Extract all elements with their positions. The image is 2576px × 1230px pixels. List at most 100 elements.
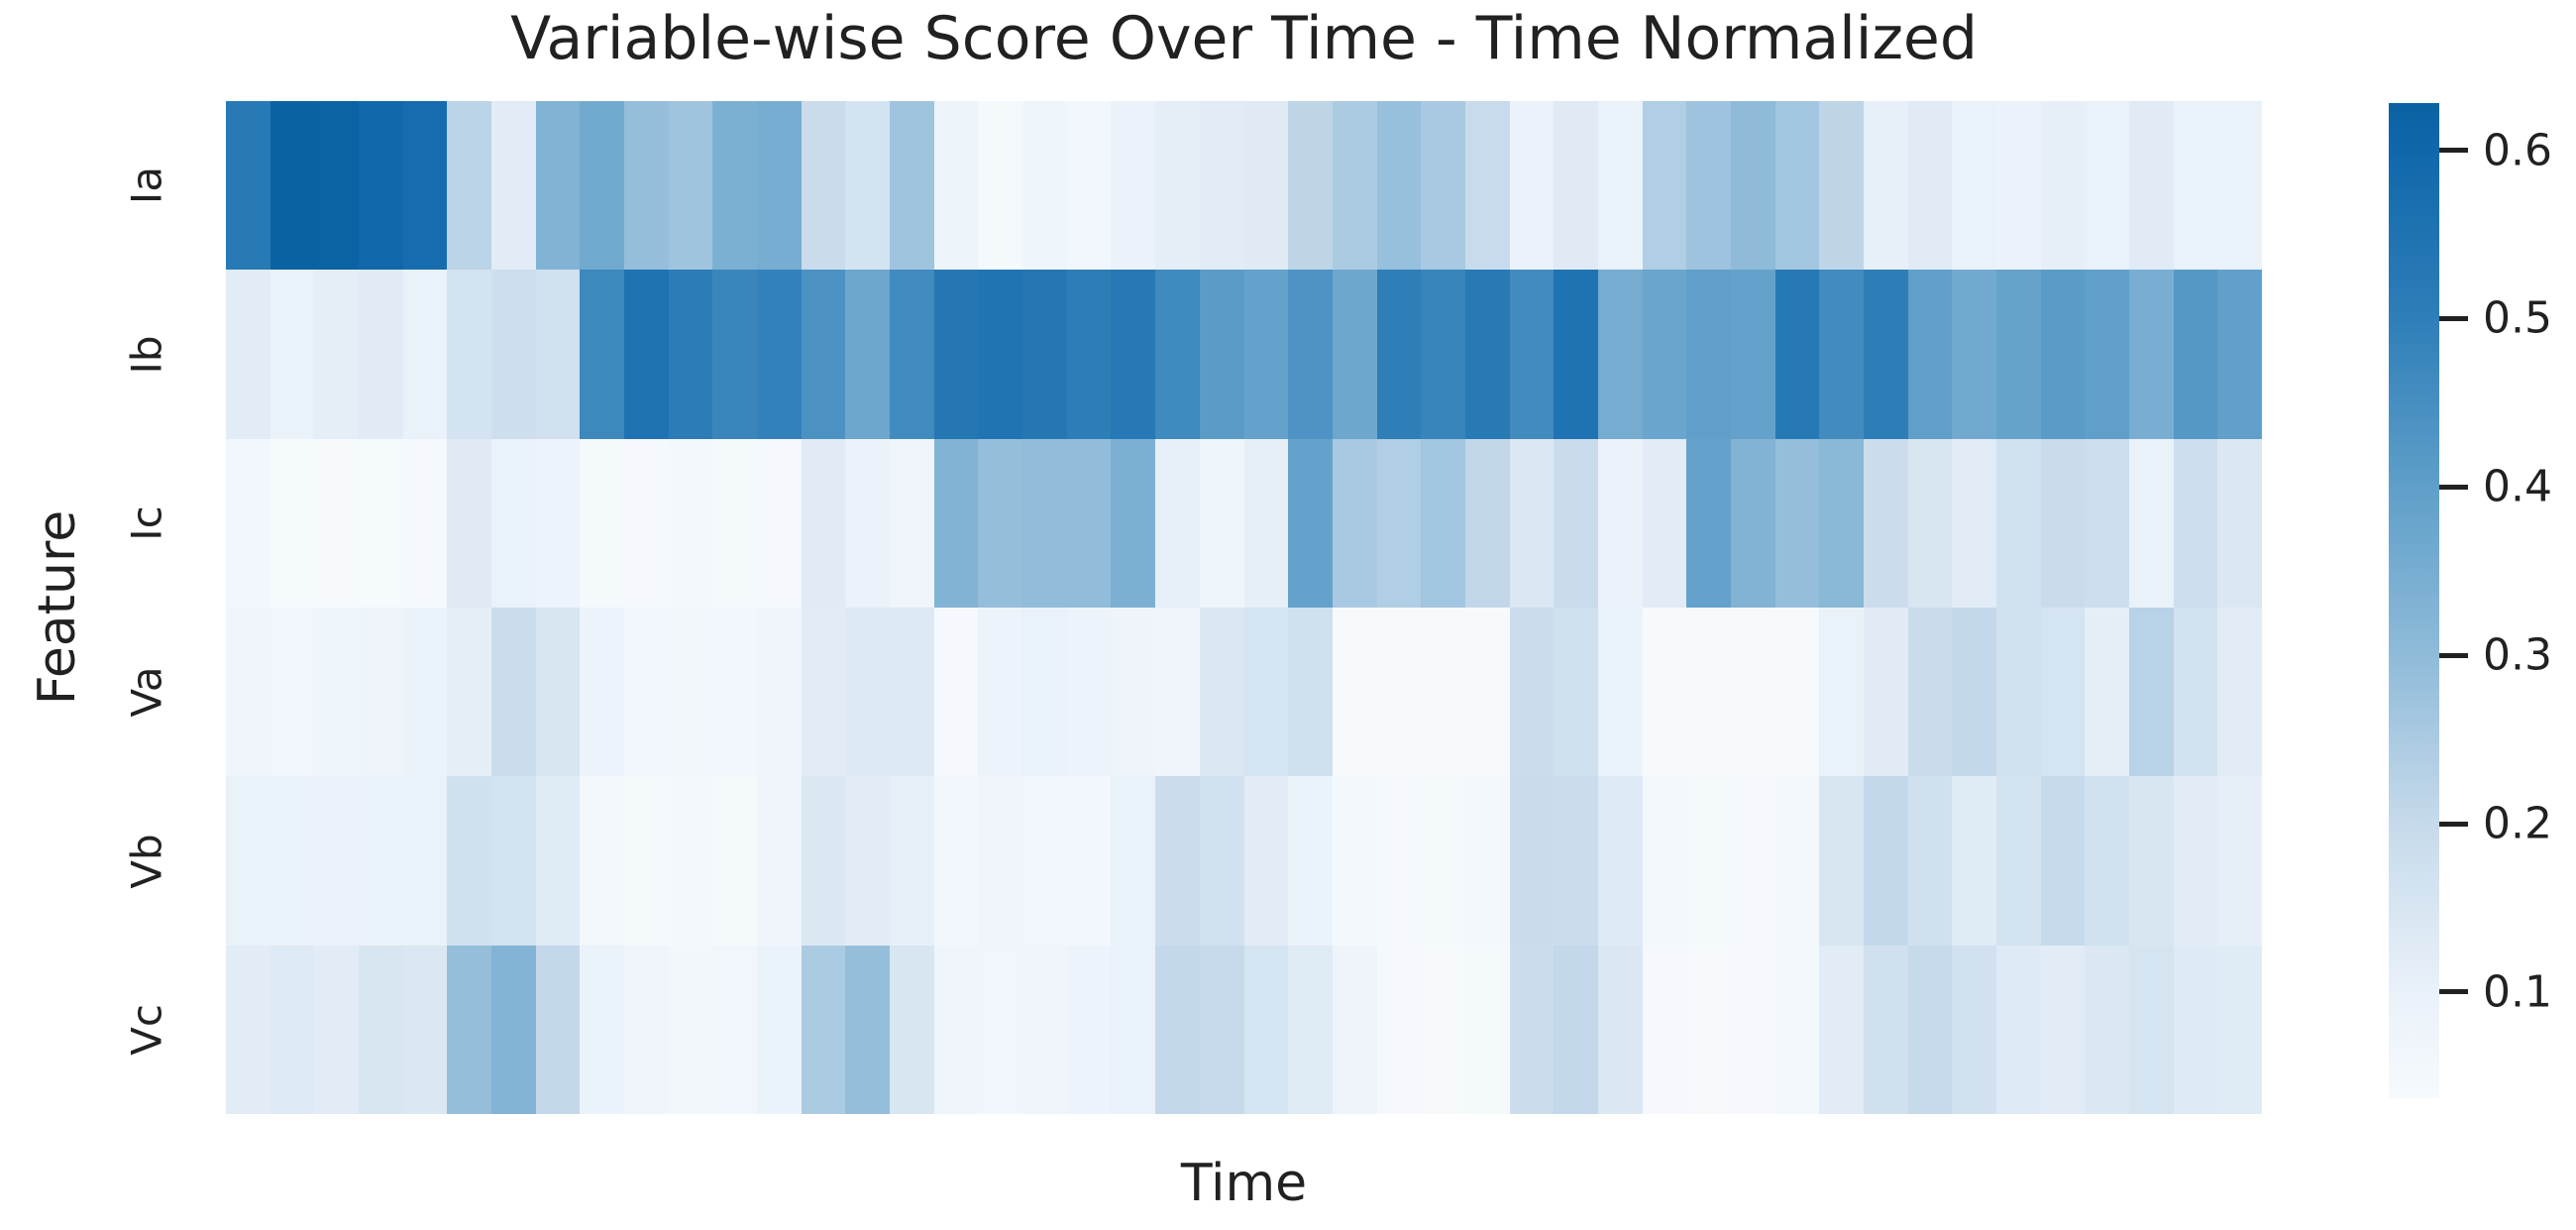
heatmap-cell [1288,101,1333,270]
heatmap-cell [1067,608,1111,776]
heatmap-cell [712,608,757,776]
heatmap-cell [1510,776,1554,946]
heatmap-cell [1244,270,1288,439]
heatmap-cell [2174,439,2217,608]
heatmap-cell [1686,608,1731,776]
heatmap-cell [845,776,890,946]
heatmap-cell [2085,608,2129,776]
heatmap-cell [1377,101,1421,270]
heatmap-cell [845,946,890,1114]
heatmap-cell [491,101,536,270]
heatmap-cell [1465,776,1510,946]
heatmap-cell [2217,946,2262,1114]
heatmap-cell [802,439,845,608]
heatmap-cell [890,776,934,946]
heatmap-cell [2217,439,2262,608]
heatmap-cell [314,439,359,608]
heatmap-cell [712,101,757,270]
heatmap-cell [536,608,580,776]
heatmap-cell [1244,946,1288,1114]
heatmap-cell [712,439,757,608]
heatmap-cell [1996,439,2041,608]
heatmap-cell [1952,439,1996,608]
heatmap-cell [2217,270,2262,439]
heatmap-cell [890,439,934,608]
heatmap-cell [447,776,491,946]
heatmap-cell [1377,439,1421,608]
heatmap-cell [1731,946,1775,1114]
heatmap-cell [1200,946,1244,1114]
heatmap-cell [1731,439,1775,608]
heatmap-cell [624,101,669,270]
heatmap-cell [1643,270,1686,439]
heatmap-cell [1333,270,1377,439]
heatmap-cell [1421,776,1465,946]
heatmap-cell [1686,439,1731,608]
heatmap-cell [1111,608,1155,776]
heatmap-cell [2129,439,2174,608]
heatmap-cell [359,608,403,776]
heatmap-cell [1864,270,1908,439]
heatmap-cell [1996,776,2041,946]
colorbar-tick-mark [2439,821,2468,827]
heatmap-cell [580,776,624,946]
colorbar-tick-mark [2439,148,2468,154]
heatmap-cell [226,946,270,1114]
heatmap-cell [1377,946,1421,1114]
colorbar-tick-label: 0.3 [2483,629,2552,681]
heatmap-cell [1155,439,1200,608]
heatmap-cell [1686,270,1731,439]
heatmap-cell [1598,439,1643,608]
heatmap-cell [1022,439,1067,608]
heatmap-cell [1465,101,1510,270]
heatmap-cell [978,270,1022,439]
heatmap-cell [1908,608,1952,776]
heatmap-cell [757,270,802,439]
heatmap-cell [2174,270,2217,439]
heatmap-cell [1908,270,1952,439]
heatmap-cell [359,776,403,946]
heatmap-cell [1908,946,1952,1114]
heatmap-cell [1643,776,1686,946]
heatmap-cell [1421,270,1465,439]
heatmap-cell [1288,439,1333,608]
heatmap-cell [270,101,314,270]
heatmap-cell [802,270,845,439]
colorbar-tick-label: 0.5 [2483,292,2552,344]
heatmap-cell [403,608,447,776]
heatmap-cell [1111,270,1155,439]
heatmap-cell [1377,776,1421,946]
heatmap-cell [226,776,270,946]
heatmap-cell [2217,608,2262,776]
heatmap-cell [978,776,1022,946]
heatmap-cell [447,101,491,270]
heatmap-cell [845,101,890,270]
heatmap-cell [890,101,934,270]
colorbar-tick-mark [2439,315,2468,321]
heatmap-cell [1864,946,1908,1114]
heatmap-cell [1819,946,1864,1114]
heatmap-cell [1643,439,1686,608]
heatmap-cell [1111,776,1155,946]
heatmap-cell [802,101,845,270]
heatmap-cell [403,946,447,1114]
colorbar [2389,103,2439,1098]
heatmap-cell [2129,101,2174,270]
heatmap-cell [1155,946,1200,1114]
heatmap-cell [580,101,624,270]
heatmap-cell [1952,101,1996,270]
heatmap-cell [978,946,1022,1114]
heatmap-cell [845,270,890,439]
heatmap-cell [226,439,270,608]
heatmap-cell [1775,608,1819,776]
heatmap-cell [2041,270,2085,439]
heatmap-cell [712,270,757,439]
heatmap-cell [447,270,491,439]
heatmap-cell [1421,946,1465,1114]
heatmap-cell [1377,608,1421,776]
heatmap-cell [2129,608,2174,776]
heatmap-cell [1908,776,1952,946]
heatmap-cell [757,101,802,270]
heatmap-cell [1465,946,1510,1114]
heatmap-cell [1244,776,1288,946]
